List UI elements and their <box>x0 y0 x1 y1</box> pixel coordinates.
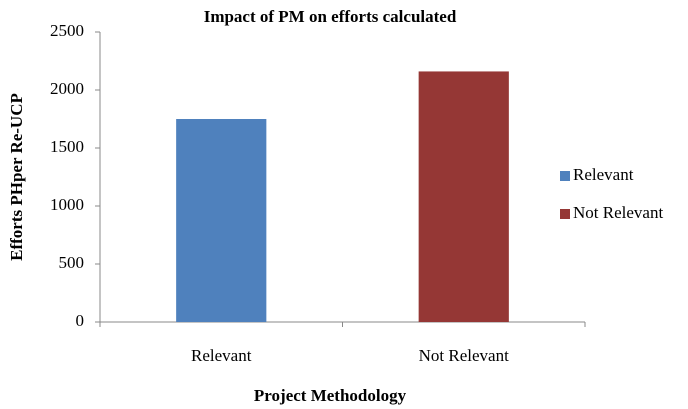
x-axis-label: Project Methodology <box>254 386 407 405</box>
bar <box>418 71 509 322</box>
chart-title: Impact of PM on efforts calculated <box>204 7 457 26</box>
legend-label: Relevant <box>573 165 634 184</box>
legend-swatch <box>560 171 570 181</box>
y-tick-label: 1000 <box>50 195 84 214</box>
legend-swatch <box>560 209 570 219</box>
x-tick-label: Not Relevant <box>419 346 509 365</box>
y-tick-label: 500 <box>59 253 85 272</box>
y-tick-label: 2000 <box>50 79 84 98</box>
legend-label: Not Relevant <box>573 203 663 222</box>
y-tick-label: 0 <box>76 311 85 330</box>
bar <box>176 119 267 322</box>
y-tick-label: 2500 <box>50 21 84 40</box>
y-axis-label: Efforts PHper Re-UCP <box>7 93 26 261</box>
y-tick-label: 1500 <box>50 137 84 156</box>
x-tick-label: Relevant <box>191 346 252 365</box>
